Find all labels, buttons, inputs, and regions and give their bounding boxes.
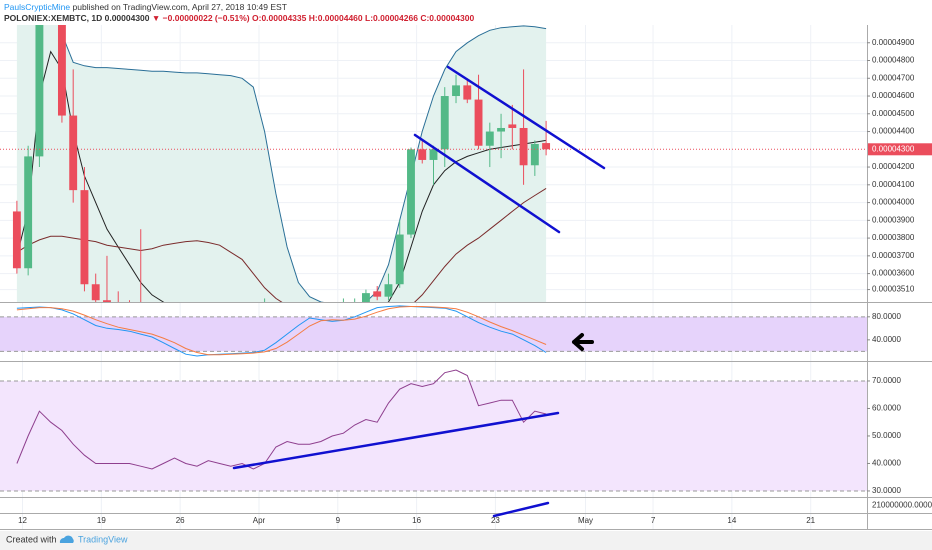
change: ▼ −0.00000022 (−0.51%) xyxy=(152,13,250,23)
arrow xyxy=(572,333,594,351)
series-line xyxy=(16,187,547,302)
trendline xyxy=(446,65,606,170)
candle xyxy=(418,149,427,160)
y-tick-label: 60.0000 xyxy=(872,404,901,413)
x-tick-label: 16 xyxy=(412,516,421,525)
series-line xyxy=(16,305,547,357)
header-line: PaulsCrypticMine published on TradingVie… xyxy=(4,2,287,12)
candle xyxy=(69,115,78,191)
candle xyxy=(103,300,111,302)
candle xyxy=(519,127,528,166)
y-tick-label: 0.00004500 xyxy=(872,109,915,118)
candle xyxy=(362,293,370,302)
candle xyxy=(407,149,415,235)
candle xyxy=(530,143,539,166)
pane xyxy=(0,369,867,492)
pane xyxy=(0,305,867,357)
candle xyxy=(497,127,505,132)
candle xyxy=(474,99,483,146)
x-tick-label: 14 xyxy=(727,516,736,525)
x-tick-label: 9 xyxy=(336,516,341,525)
candle xyxy=(12,211,21,269)
y-tick-label: 50.0000 xyxy=(872,431,901,440)
candle xyxy=(24,156,33,269)
y-tick-label: 0.00004400 xyxy=(872,127,915,136)
series-line xyxy=(16,50,547,302)
footer-text: Created with xyxy=(6,534,57,544)
candle xyxy=(35,25,44,157)
candle xyxy=(80,190,89,285)
symbol-line: POLONIEX:XEMBTC, 1D 0.00004300 ▼ −0.0000… xyxy=(4,13,474,23)
y-tick-label: 30.0000 xyxy=(872,486,901,495)
ohlc: C:0.00004300 xyxy=(420,13,474,23)
x-tick-label: 21 xyxy=(806,516,815,525)
price-tag xyxy=(868,143,932,156)
y-tick-label: 70.0000 xyxy=(872,376,901,385)
candle xyxy=(542,143,551,150)
y-tick-label: 40.0000 xyxy=(872,459,901,468)
x-tick-label: 26 xyxy=(176,516,185,525)
trendline xyxy=(232,411,560,470)
trendline xyxy=(413,133,561,234)
y-tick-label: 0.00003510 xyxy=(872,285,915,294)
y-tick-label: 0.00003600 xyxy=(872,269,915,278)
y-tick-label: 0.00003900 xyxy=(872,215,915,224)
y-tick-label: 40.0000 xyxy=(872,335,901,344)
trendline xyxy=(492,501,550,518)
candle xyxy=(395,234,404,285)
footer xyxy=(0,531,932,550)
y-tick-label: 0.00004100 xyxy=(872,180,915,189)
candle xyxy=(57,25,66,116)
x-tick-label: 12 xyxy=(18,516,27,525)
x-tick-label: Apr xyxy=(253,516,266,525)
x-tick-label: 7 xyxy=(651,516,656,525)
candle xyxy=(384,284,393,297)
y-tick-label: 80.0000 xyxy=(872,312,901,321)
candle xyxy=(373,291,382,297)
footer-brand[interactable]: TradingView xyxy=(78,534,128,544)
ohlc: L:0.00004266 xyxy=(365,13,418,23)
symbol: POLONIEX:XEMBTC, 1D xyxy=(4,13,102,23)
axes: 12 19 26 Apr 9 16 23 May 7 14 21 0.00004900 0.000048… xyxy=(18,38,932,525)
panes xyxy=(0,25,867,492)
price-tag-label: 0.00004300 xyxy=(872,144,915,153)
candle xyxy=(429,149,438,160)
band xyxy=(0,316,867,352)
x-tick-label: 19 xyxy=(97,516,106,525)
y-tick-label: 0.00004800 xyxy=(872,56,915,65)
y-tick-label: 0.00004900 xyxy=(872,38,915,47)
candle xyxy=(508,124,517,128)
band xyxy=(0,380,867,491)
candle xyxy=(452,85,460,97)
series-line xyxy=(16,369,547,470)
logo[interactable] xyxy=(59,535,74,543)
y-tick-label: 0.00004200 xyxy=(872,162,915,171)
candle xyxy=(91,284,100,301)
y-tick-label: 0.00004600 xyxy=(872,91,915,100)
candle xyxy=(485,131,494,146)
last: 0.00004300 xyxy=(105,13,150,23)
ohlc: O:0.00004335 xyxy=(252,13,307,23)
y-tick-label: 210000000.0000 xyxy=(872,501,932,510)
y-tick-label: 0.00004700 xyxy=(872,73,915,82)
series-line xyxy=(59,25,547,302)
candle xyxy=(463,85,472,100)
y-tick-label: 0.00003700 xyxy=(872,251,915,260)
ohlc: H:0.00004460 xyxy=(309,13,363,23)
x-tick-label: May xyxy=(578,516,593,525)
series-line xyxy=(16,306,547,356)
published: published on TradingView.com, April 27, … xyxy=(73,2,287,12)
author: PaulsCrypticMine xyxy=(4,2,70,12)
candle xyxy=(440,96,449,150)
pane xyxy=(0,25,867,302)
y-tick-label: 0.00004000 xyxy=(872,198,915,207)
y-tick-label: 0.00003800 xyxy=(872,233,915,242)
x-tick-label: 23 xyxy=(491,516,500,525)
drawings xyxy=(232,65,606,518)
